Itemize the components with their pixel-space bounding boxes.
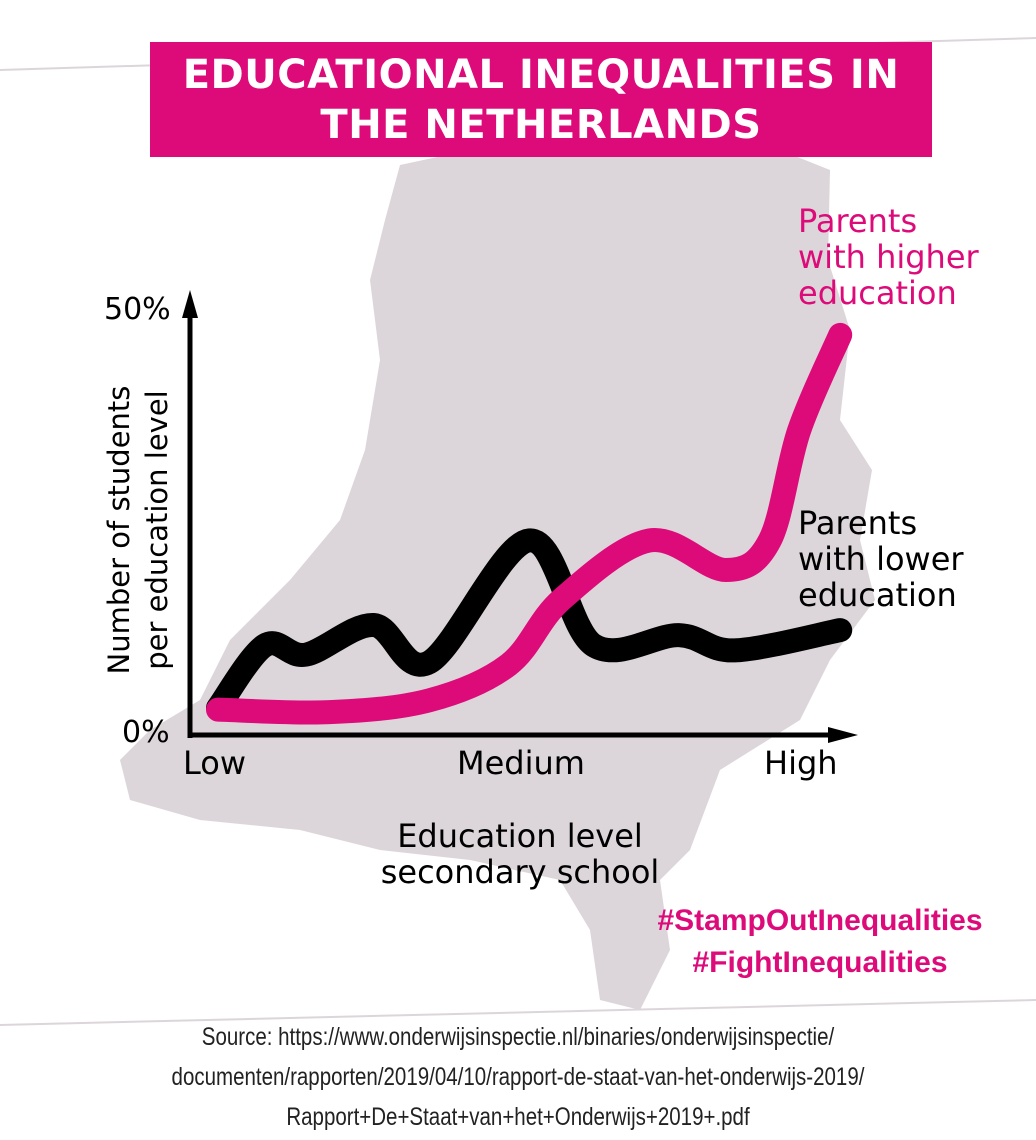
legend-lower-education: Parents with lower education <box>798 505 964 613</box>
y-axis-label-line-1: Number of students <box>102 385 136 675</box>
source-citation: Source: https://www.onderwijsinspectie.n… <box>93 1017 943 1137</box>
legend-higher-line-2: with higher <box>798 238 979 276</box>
legend-higher-line-1: Parents <box>798 202 918 240</box>
legend-higher-line-3: education <box>798 274 957 312</box>
legend-higher-education: Parents with higher education <box>798 203 979 311</box>
y-tick-0: 0% <box>122 715 170 750</box>
x-tick-high: High <box>764 744 838 782</box>
x-axis-label-line-1: Education level <box>397 817 643 855</box>
title-line-1: EDUCATIONAL INEQUALITIES IN <box>182 52 900 98</box>
y-axis-label-line-2: per education level <box>140 390 174 670</box>
hashtag-stamp-out[interactable]: #StampOutInequalities <box>657 904 983 937</box>
title-line-2: THE NETHERLANDS <box>320 102 762 148</box>
hashtag-fight[interactable]: #FightInequalities <box>692 946 948 979</box>
legend-lower-line-1: Parents <box>798 504 918 542</box>
x-axis-label-line-2: secondary school <box>380 853 660 891</box>
y-axis-label: Number of students per education level <box>100 350 180 710</box>
y-tick-50: 50% <box>104 292 171 327</box>
page-title: EDUCATIONAL INEQUALITIES IN THE NETHERLA… <box>150 42 932 157</box>
hashtags: #StampOutInequalities #FightInequalities <box>600 900 1036 984</box>
series-line-lower-education <box>206 528 853 720</box>
legend-lower-line-2: with lower <box>798 540 964 578</box>
x-tick-low: Low <box>183 744 247 782</box>
source-line-2[interactable]: documenten/rapporten/2019/04/10/rapport-… <box>171 1063 865 1091</box>
source-line-1[interactable]: Source: https://www.onderwijsinspectie.n… <box>201 1023 835 1051</box>
x-axis-arrow-icon <box>828 727 858 743</box>
x-axis-label: Education level secondary school <box>340 818 700 890</box>
series-line-higher-education <box>206 322 853 725</box>
axes <box>182 290 858 743</box>
y-axis-arrow-icon <box>182 290 198 318</box>
source-line-3[interactable]: Rapport+De+Staat+van+het+Onderwijs+2019+… <box>286 1103 750 1131</box>
legend-lower-line-3: education <box>798 576 957 614</box>
x-tick-medium: Medium <box>457 744 585 782</box>
divider-bottom <box>0 999 1036 1026</box>
